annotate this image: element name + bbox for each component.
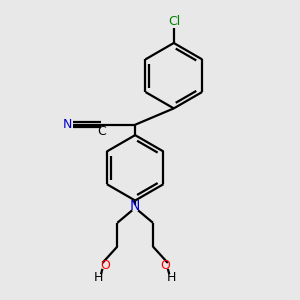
Text: N: N bbox=[130, 200, 140, 214]
Text: N: N bbox=[63, 118, 72, 130]
Text: H: H bbox=[94, 271, 104, 284]
Text: O: O bbox=[100, 259, 110, 272]
Text: O: O bbox=[160, 259, 170, 272]
Text: C: C bbox=[97, 125, 106, 138]
Text: Cl: Cl bbox=[168, 15, 181, 28]
Text: H: H bbox=[167, 271, 176, 284]
